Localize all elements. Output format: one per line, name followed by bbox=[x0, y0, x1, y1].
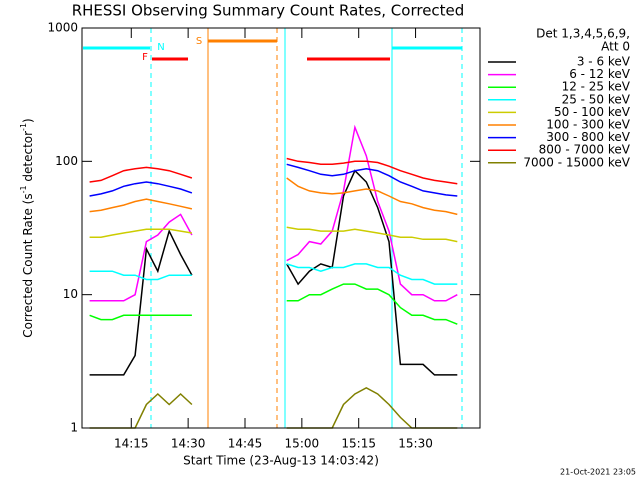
legend-label: 100 - 300 keV bbox=[546, 118, 630, 132]
flag-label: N bbox=[157, 42, 164, 53]
x-tick-label: 15:15 bbox=[341, 437, 376, 451]
y-axis-label: Corrected Count Rate (s-1 detector-1) bbox=[19, 118, 35, 337]
series-line bbox=[89, 263, 458, 285]
y-label-part: detector bbox=[21, 131, 35, 186]
series-line bbox=[89, 157, 458, 185]
y-label-part: -1 bbox=[19, 185, 28, 193]
y-label-part: -1 bbox=[19, 123, 28, 131]
x-tick-label: 14:45 bbox=[228, 437, 263, 451]
series-line bbox=[89, 177, 458, 216]
legend-label: 300 - 800 keV bbox=[546, 130, 630, 144]
chart-title: RHESSI Observing Summary Count Rates, Co… bbox=[72, 2, 465, 20]
x-axis-label: Start Time (23-Aug-13 14:03:42) bbox=[183, 454, 379, 468]
y-label-part: ) bbox=[21, 118, 35, 123]
legend-title: Det 1,3,4,5,6,9, bbox=[536, 27, 630, 41]
flag-label: F bbox=[142, 52, 148, 63]
legend-title: Att 0 bbox=[601, 40, 630, 54]
series-line bbox=[89, 169, 458, 376]
series-line bbox=[89, 124, 458, 302]
footer: 21-Oct-2021 23:05 bbox=[560, 468, 636, 477]
x-tick-label: 14:15 bbox=[114, 437, 149, 451]
legend-label: 6 - 12 keV bbox=[569, 67, 631, 81]
series-line bbox=[89, 283, 458, 325]
x-tick-label: 14:30 bbox=[171, 437, 206, 451]
legend-label: 50 - 100 keV bbox=[554, 105, 631, 119]
legend-label: 12 - 25 keV bbox=[562, 80, 631, 94]
series-line bbox=[89, 226, 458, 243]
y-tick-label: 10 bbox=[63, 287, 78, 301]
y-tick-label: 100 bbox=[55, 154, 78, 168]
y-label-part: Corrected Count Rate (s bbox=[21, 193, 35, 337]
y-tick-label: 1 bbox=[70, 421, 78, 435]
y-tick-label: 1000 bbox=[47, 21, 78, 35]
legend-label: 7000 - 15000 keV bbox=[523, 155, 630, 169]
series-line bbox=[89, 163, 458, 197]
x-tick-label: 15:30 bbox=[398, 437, 433, 451]
flags: N F S bbox=[83, 28, 463, 428]
x-tick-label: 15:00 bbox=[285, 437, 320, 451]
flag-label: S bbox=[196, 36, 202, 47]
legend-label: 3 - 6 keV bbox=[577, 55, 631, 69]
plot-frame bbox=[81, 27, 481, 429]
legend-label: 25 - 50 keV bbox=[562, 92, 631, 106]
legend-label: 800 - 7000 keV bbox=[539, 143, 631, 157]
